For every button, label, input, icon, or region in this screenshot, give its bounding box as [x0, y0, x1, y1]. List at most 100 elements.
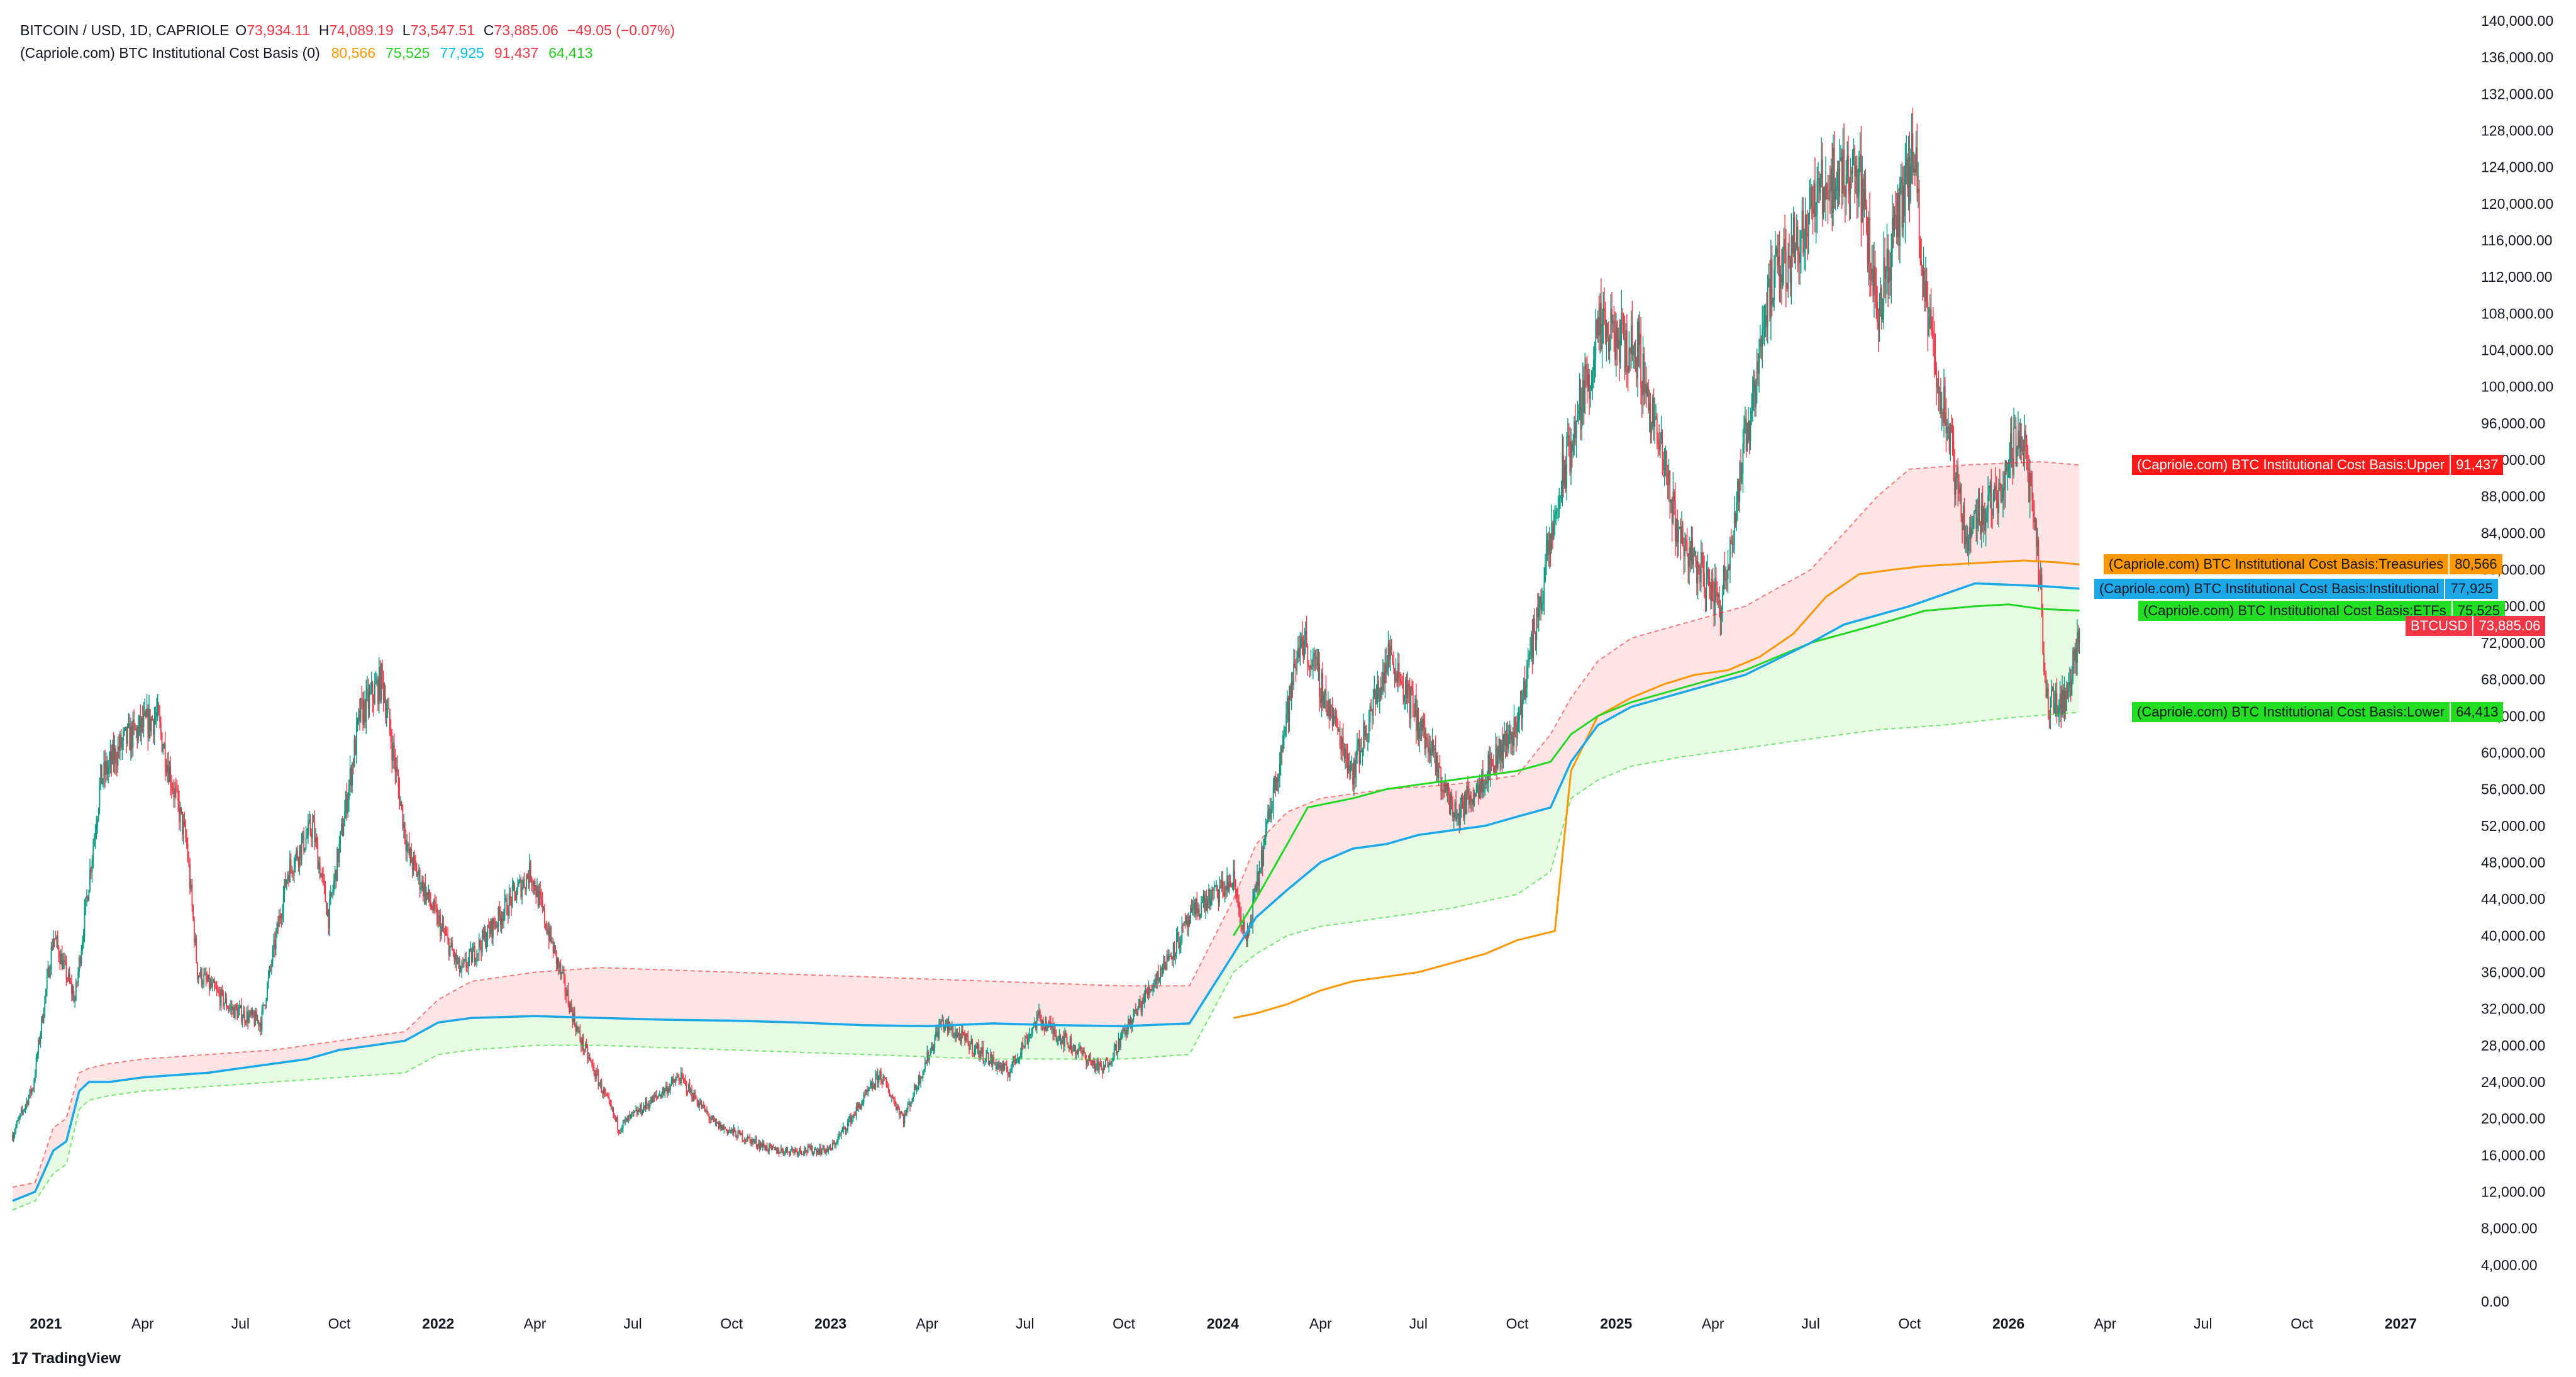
x-tick-label: Apr	[2094, 1315, 2116, 1332]
candle-body	[758, 1143, 759, 1147]
candle-body	[260, 1023, 262, 1031]
candle-body	[1501, 740, 1502, 761]
candle-body	[1164, 956, 1165, 969]
candle-body	[1110, 1062, 1112, 1066]
candle-body	[1312, 655, 1314, 667]
candle-body	[430, 901, 431, 906]
y-tick-label: 112,000.00	[2481, 269, 2552, 285]
candle-body	[990, 1054, 992, 1062]
candle-body	[514, 884, 515, 891]
candle-body	[330, 893, 331, 900]
candle-body	[62, 961, 64, 969]
candle-body	[1497, 759, 1499, 768]
candle-body	[1036, 1014, 1038, 1029]
candle-body	[85, 897, 87, 908]
candle-body	[1902, 185, 1904, 228]
candle-body	[1052, 1023, 1054, 1034]
symbol-row[interactable]: BITCOIN / USD, 1D, CAPRIOLE O73,934.11 H…	[20, 19, 675, 42]
candle-body	[1456, 817, 1458, 820]
open-value: O73,934.11	[235, 22, 310, 38]
candle-body	[1958, 488, 1960, 494]
candle-body	[1938, 386, 1940, 394]
candle-body	[570, 1003, 571, 1013]
candle-body	[1581, 406, 1582, 430]
candle-body	[1242, 922, 1244, 930]
candle-body	[208, 974, 210, 989]
candle-body	[25, 1105, 26, 1109]
candle-body	[1285, 713, 1287, 727]
tradingview-name: TradingView	[31, 1349, 121, 1367]
candle-body	[1286, 697, 1288, 713]
high-value: H74,089.19	[318, 22, 394, 38]
candle-body	[1535, 632, 1536, 641]
candle-body	[131, 726, 133, 749]
indicator-value-4: 64,413	[548, 45, 593, 61]
candle-body	[302, 832, 304, 841]
candle-body	[1783, 238, 1785, 264]
candle-body	[84, 907, 86, 936]
candle-body	[428, 889, 430, 896]
candle-body	[1419, 727, 1420, 739]
candle-body	[79, 957, 81, 964]
candle-body	[996, 1066, 998, 1070]
candle-body	[926, 1052, 928, 1064]
candle-body	[916, 1088, 918, 1090]
candle-body	[1746, 440, 1748, 451]
y-tick-label: 8,000.00	[2481, 1220, 2538, 1237]
candle-body	[138, 726, 139, 740]
tradingview-brand[interactable]: 17 TradingView	[11, 1349, 121, 1368]
candle-body	[1355, 755, 1357, 778]
candle-body	[662, 1088, 663, 1095]
candle-body	[1350, 766, 1352, 772]
candle-body	[258, 1020, 260, 1027]
candle-body	[565, 992, 567, 996]
candle-body	[1009, 1072, 1011, 1078]
candle-body	[492, 918, 494, 939]
candle-body	[1515, 728, 1517, 739]
candle-body	[1448, 783, 1450, 795]
candle-body	[1310, 664, 1312, 669]
candle-body	[1538, 607, 1540, 618]
candle-body	[1145, 989, 1146, 997]
candle-body	[1175, 935, 1177, 954]
candle-body	[59, 957, 61, 964]
candle-body	[19, 1113, 21, 1118]
candle-body	[441, 923, 443, 927]
candle-body	[1959, 484, 1961, 494]
candle-body	[1401, 683, 1403, 686]
x-tick-label: Jul	[1409, 1315, 1428, 1332]
candle-body	[513, 884, 514, 886]
candle-body	[1294, 664, 1296, 668]
y-tick-label: 84,000.00	[2481, 525, 2545, 541]
candle-body	[535, 891, 537, 898]
candle-body	[360, 698, 362, 721]
candle-body	[56, 936, 57, 939]
candle-body	[1380, 686, 1382, 698]
candle-body	[999, 1065, 1001, 1069]
candle-body	[1602, 308, 1604, 324]
candle-body	[1125, 1029, 1127, 1035]
candle-body	[816, 1149, 818, 1154]
candle-body	[537, 886, 539, 907]
candle-body	[780, 1148, 782, 1153]
candle-body	[1655, 416, 1657, 418]
candle-body	[1944, 386, 1946, 413]
candle-body	[1130, 1020, 1131, 1024]
candle-body	[648, 1105, 650, 1108]
candle-body	[276, 923, 278, 934]
candle-body	[185, 825, 187, 838]
candle-body	[596, 1070, 598, 1074]
candle-body	[1360, 749, 1361, 764]
indicator-row[interactable]: (Capriole.com) BTC Institutional Cost Ba…	[20, 42, 675, 64]
candle-body	[575, 1024, 577, 1032]
x-tick-label: Oct	[720, 1315, 743, 1332]
candle-body	[977, 1044, 979, 1049]
candle-body	[1694, 550, 1696, 554]
candle-body	[1483, 786, 1485, 793]
candle-body	[1696, 560, 1697, 583]
candle-body	[125, 727, 126, 730]
candle-body	[1648, 403, 1650, 411]
candle-body	[361, 698, 363, 700]
candle-body	[1302, 641, 1304, 657]
